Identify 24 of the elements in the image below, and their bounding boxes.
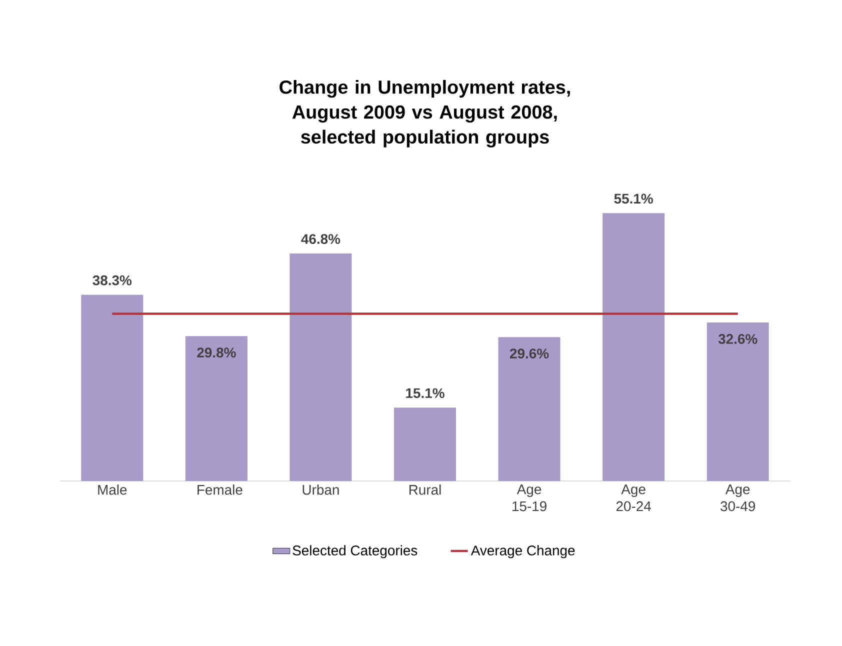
chart-title: Change in Unemployment rates, August 2009 vs August 2008, selected population groups xyxy=(280,80,570,148)
x-tick-label: Male xyxy=(98,484,127,495)
bar xyxy=(185,336,248,481)
x-tick-label: Age 15-19 xyxy=(512,484,546,512)
legend-label: Average Change xyxy=(470,545,575,558)
x-tick-label: Age 30-49 xyxy=(720,484,756,512)
data-label: 29.6% xyxy=(510,348,549,358)
x-tick-label: Age 20-24 xyxy=(616,484,651,512)
bar xyxy=(498,337,560,481)
bar xyxy=(602,213,665,481)
bar xyxy=(290,253,352,481)
data-label: 38.3% xyxy=(92,275,132,286)
x-tick-label: Urban xyxy=(302,484,339,495)
x-tick-label: Rural xyxy=(409,484,441,495)
x-tick-label: Female xyxy=(198,484,242,495)
data-label: 29.8% xyxy=(197,348,236,358)
bar xyxy=(81,294,144,481)
data-label: 32.6% xyxy=(718,334,758,344)
data-label: 46.8% xyxy=(301,234,340,244)
bar xyxy=(394,408,456,481)
legend-label: Selected Categories xyxy=(292,545,418,558)
data-label: 15.1% xyxy=(406,388,444,398)
bar xyxy=(706,322,769,481)
data-label: 55.1% xyxy=(614,194,653,204)
